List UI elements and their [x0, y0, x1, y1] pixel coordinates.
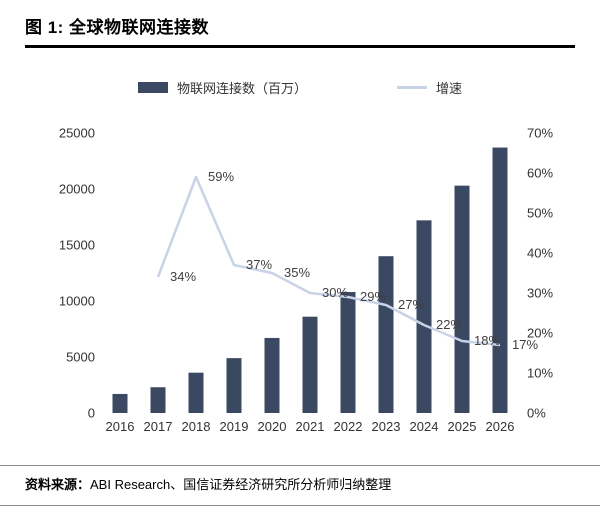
growth-point-label: 35% [284, 265, 310, 280]
right-axis-tick: 40% [527, 246, 553, 261]
bar-2020 [264, 337, 280, 413]
growth-point-label: 17% [512, 337, 538, 352]
legend-item-growth: 增速 [397, 78, 462, 97]
bar-2025 [454, 185, 470, 413]
figure-footer: 资料来源：ABI Research、国信证券经济研究所分析师归纳整理 [0, 465, 600, 506]
right-axis-tick: 0% [527, 406, 546, 421]
bar-2018 [188, 372, 204, 413]
growth-point-label: 27% [398, 297, 424, 312]
source-label: 资料来源： [25, 477, 91, 492]
left-axis-tick: 10000 [59, 294, 95, 309]
x-axis-label: 2017 [144, 419, 173, 434]
legend-item-connections: 物联网连接数（百万） [137, 78, 307, 97]
footer-top-rule [0, 465, 600, 466]
growth-point-label: 29% [360, 289, 386, 304]
legend-label-growth: 增速 [436, 81, 463, 96]
right-axis-tick: 10% [527, 366, 553, 381]
right-axis-tick: 20% [527, 326, 553, 341]
left-axis-tick: 15000 [59, 238, 95, 253]
bar-2024 [416, 220, 432, 413]
growth-point-label: 59% [208, 169, 234, 184]
bar-2021 [302, 316, 318, 413]
x-axis-label: 2021 [296, 419, 325, 434]
figure-header: 图 1: 全球物联网连接数 [0, 0, 600, 38]
bar-2023 [378, 256, 394, 413]
bar-2026 [492, 147, 508, 413]
left-axis-tick: 5000 [66, 350, 95, 365]
left-axis-tick: 25000 [59, 126, 95, 141]
right-axis-tick: 30% [527, 286, 553, 301]
line-series-swatch [397, 86, 427, 89]
source-text: ABI Research、国信证券经济研究所分析师归纳整理 [90, 477, 392, 492]
x-axis-label: 2019 [220, 419, 249, 434]
growth-point-label: 37% [246, 257, 272, 272]
left-axis-tick: 20000 [59, 182, 95, 197]
x-axis-label: 2020 [258, 419, 287, 434]
x-axis-label: 2016 [106, 419, 135, 434]
figure-title: 图 1: 全球物联网连接数 [25, 18, 210, 37]
legend-label-connections: 物联网连接数（百万） [176, 81, 307, 96]
bar-2019 [226, 358, 242, 413]
growth-point-label: 18% [474, 333, 500, 348]
growth-point-label: 34% [170, 269, 196, 284]
footer-bottom-rule [0, 505, 600, 506]
bar-2017 [150, 387, 166, 413]
x-axis-label: 2025 [448, 419, 477, 434]
growth-point-label: 30% [322, 285, 348, 300]
bar-series-swatch [137, 82, 168, 93]
source-line: 资料来源：ABI Research、国信证券经济研究所分析师归纳整理 [0, 466, 600, 505]
x-axis-label: 2018 [182, 419, 211, 434]
bar-2022 [340, 292, 356, 413]
right-axis-tick: 70% [527, 126, 553, 141]
title-underline [25, 45, 575, 48]
right-axis-tick: 50% [527, 206, 553, 221]
growth-point-label: 22% [436, 317, 462, 332]
iot-connections-combo-chart: 0 5000 10000 15000 20000 25000 0% 10% 20% 30% 40% 5… [59, 126, 554, 435]
x-axis-label: 2024 [410, 419, 439, 434]
chart-legend: 物联网连接数（百万） 增速 [0, 78, 600, 97]
x-axis-label: 2022 [334, 419, 363, 434]
bar-2016 [112, 393, 128, 413]
x-axis-label: 2023 [372, 419, 401, 434]
growth-line [156, 175, 501, 347]
right-axis-tick: 60% [527, 166, 553, 181]
left-axis-tick: 0 [88, 406, 95, 421]
x-axis-label: 2026 [486, 419, 515, 434]
